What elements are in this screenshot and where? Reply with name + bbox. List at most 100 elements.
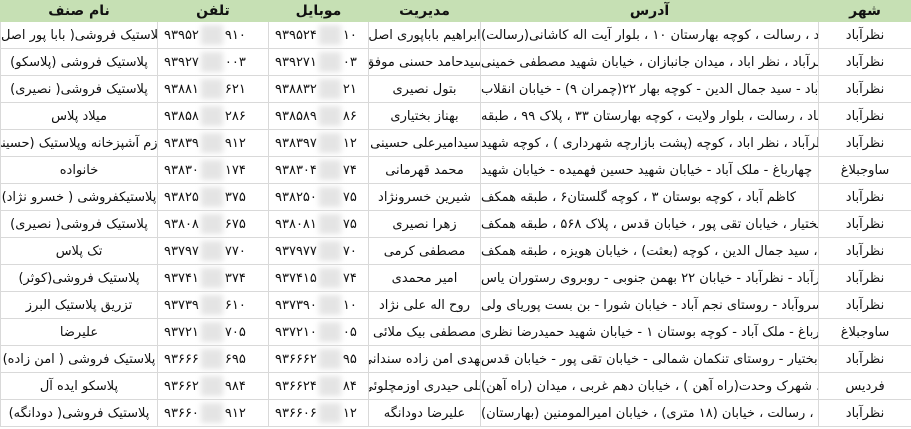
- cell-address[interactable]: فردیس ، شهرک وحدت(راه آهن ) ، خیابان دهم…: [480, 372, 819, 400]
- header-mobile[interactable]: موبایل: [268, 0, 369, 22]
- cell-guild[interactable]: لوازم آشپزخانه وپلاستیک (حسینی): [0, 129, 158, 157]
- header-guild[interactable]: نام صنف: [0, 0, 158, 22]
- cell-address[interactable]: نظرآباد ، رسالت ، بلوار ولایت ، کوچه بها…: [480, 102, 819, 130]
- cell-phone[interactable]: ۹۳۷۳۹ ۶۱۰: [157, 291, 269, 319]
- cell-city[interactable]: نظرآباد: [818, 210, 911, 238]
- cell-phone[interactable]: ۹۳۶۶۶ ۶۹۵: [157, 345, 269, 373]
- cell-manager[interactable]: سیدامیرعلی حسینی: [368, 129, 481, 157]
- cell-mobile[interactable]: ۹۳۶۶۰۶ ۱۲: [268, 399, 369, 427]
- cell-guild[interactable]: تزریق پلاستیک البرز: [0, 291, 158, 319]
- cell-mobile[interactable]: ۹۳۸۵۸۹ ۸۶: [268, 102, 369, 130]
- cell-mobile[interactable]: ۹۳۶۶۲۴ ۸۴: [268, 372, 369, 400]
- cell-phone[interactable]: ۹۳۹۲۷ ۰۰۳: [157, 48, 269, 76]
- cell-address[interactable]: نظرآباد - نظرآباد - خیابان ۲۲ بهمن جنوبی…: [480, 264, 819, 292]
- cell-manager[interactable]: امیر محمدی: [368, 264, 481, 292]
- cell-mobile[interactable]: ۹۳۹۲۷۱ ۰۳: [268, 48, 369, 76]
- cell-guild[interactable]: پلاستیکفروشی ( خسرو نژاد): [0, 183, 158, 211]
- cell-address[interactable]: نظرآباد ، سید جمال الدین ، کوچه (بعثت) ،…: [480, 237, 819, 265]
- cell-phone[interactable]: ۹۳۸۳۰ ۱۷۴: [157, 156, 269, 184]
- cell-city[interactable]: نظرآباد: [818, 345, 911, 373]
- cell-phone[interactable]: ۹۳۸۰۸ ۶۷۵: [157, 210, 269, 238]
- cell-city[interactable]: ساوجبلاغ: [818, 156, 911, 184]
- mobile-end: ۷۴: [342, 270, 357, 286]
- cell-address[interactable]: چهارباغ - ملک آباد - خیابان شهید حسین فه…: [480, 156, 819, 184]
- cell-guild[interactable]: تک پلاس: [0, 237, 158, 265]
- cell-phone[interactable]: ۹۳۸۸۱ ۶۲۱: [157, 75, 269, 103]
- cell-mobile[interactable]: ۹۳۸۸۳۲ ۲۱: [268, 75, 369, 103]
- cell-manager[interactable]: علی حیدری اوزمچلوئی: [368, 372, 481, 400]
- cell-city[interactable]: نظرآباد: [818, 183, 911, 211]
- cell-mobile[interactable]: ۹۳۶۶۶۲ ۹۵: [268, 345, 369, 373]
- cell-mobile[interactable]: ۹۳۸۳۹۷ ۱۲: [268, 129, 369, 157]
- cell-city[interactable]: نظرآباد: [818, 102, 911, 130]
- cell-city[interactable]: نظرآباد: [818, 21, 911, 49]
- cell-mobile[interactable]: ۹۳۷۲۱۰ ۰۵: [268, 318, 369, 346]
- cell-city[interactable]: نظرآباد: [818, 75, 911, 103]
- header-manager[interactable]: مدیریت: [368, 0, 481, 22]
- cell-phone[interactable]: ۹۳۹۵۲ ۹۱۰: [157, 21, 269, 49]
- cell-city[interactable]: نظرآباد: [818, 399, 911, 427]
- header-address[interactable]: آدرس: [480, 0, 819, 22]
- cell-city[interactable]: نظرآباد: [818, 291, 911, 319]
- cell-phone[interactable]: ۹۳۸۳۹ ۹۱۲: [157, 129, 269, 157]
- cell-guild[interactable]: پلاستیک فروشی(کوثر): [0, 264, 158, 292]
- cell-address[interactable]: نظرآباد ، رسالت ، کوچه بهارستان ۱۰ ، بلو…: [480, 21, 819, 49]
- cell-phone[interactable]: ۹۳۶۶۰ ۹۱۲: [157, 399, 269, 427]
- cell-guild[interactable]: خانواده: [0, 156, 158, 184]
- cell-guild[interactable]: پلاستیک فروشی (پلاسکو): [0, 48, 158, 76]
- cell-manager[interactable]: بهناز بختیاری: [368, 102, 481, 130]
- header-phone[interactable]: تلفن: [157, 0, 269, 22]
- cell-manager[interactable]: علیرضا دودانگه: [368, 399, 481, 427]
- cell-manager[interactable]: روح اله علی نژاد: [368, 291, 481, 319]
- cell-address[interactable]: بختیار - روستای تنکمان شمالی - خیابان تق…: [480, 345, 819, 373]
- cell-guild[interactable]: پلاستیک فروشی( نصیری): [0, 210, 158, 238]
- mobile-end: ۰۳: [342, 54, 357, 70]
- cell-city[interactable]: فردیس: [818, 372, 911, 400]
- cell-address[interactable]: نظرآباد - سید جمال الدین - کوچه بهار ۲۲(…: [480, 75, 819, 103]
- cell-manager[interactable]: سیدحامد حسنی موفق: [368, 48, 481, 76]
- cell-guild[interactable]: پلاسکو ایده آل: [0, 372, 158, 400]
- cell-city[interactable]: نظرآباد: [818, 237, 911, 265]
- address-text: چهارباغ - ملک آباد - خیابان شهید حسین فه…: [481, 162, 813, 178]
- cell-address[interactable]: نظرآباد ، رسالت ، خیابان (۱۸ متری) ، خیا…: [480, 399, 819, 427]
- cell-phone[interactable]: ۹۳۷۲۱ ۷۰۵: [157, 318, 269, 346]
- cell-mobile[interactable]: ۹۳۹۵۲۴ ۱۰: [268, 21, 369, 49]
- cell-city[interactable]: نظرآباد: [818, 129, 911, 157]
- cell-mobile[interactable]: ۹۳۸۲۵۰ ۷۵: [268, 183, 369, 211]
- cell-address[interactable]: بختیار ، خیابان تقی پور ، خیابان قدس ، پ…: [480, 210, 819, 238]
- cell-manager[interactable]: ابراهیم باباپوری اصل: [368, 21, 481, 49]
- cell-manager[interactable]: محمد قهرمانی: [368, 156, 481, 184]
- cell-manager[interactable]: زهرا نصیری: [368, 210, 481, 238]
- cell-address[interactable]: خسروآباد - روستای نجم آباد - خیابان شورا…: [480, 291, 819, 319]
- cell-mobile[interactable]: ۹۳۷۹۷۷ ۷۰: [268, 237, 369, 265]
- cell-manager[interactable]: شیرین خسرونژاد: [368, 183, 481, 211]
- cell-mobile[interactable]: ۹۳۷۴۱۵ ۷۴: [268, 264, 369, 292]
- cell-city[interactable]: ساوجبلاغ: [818, 318, 911, 346]
- cell-guild[interactable]: پلاستیک فروشی( دودانگه): [0, 399, 158, 427]
- cell-guild[interactable]: پلاستیک فروشی( نصیری): [0, 75, 158, 103]
- cell-manager[interactable]: مصطفی کرمی: [368, 237, 481, 265]
- cell-manager[interactable]: مهدی امن زاده سندانی: [368, 345, 481, 373]
- cell-phone[interactable]: ۹۳۶۶۲ ۹۸۴: [157, 372, 269, 400]
- cell-mobile[interactable]: ۹۳۷۳۹۰ ۱۰: [268, 291, 369, 319]
- cell-city[interactable]: نظرآباد: [818, 264, 911, 292]
- cell-mobile[interactable]: ۹۳۸۳۰۴ ۷۴: [268, 156, 369, 184]
- cell-guild[interactable]: پلاستیک فروشی ( امن زاده): [0, 345, 158, 373]
- cell-phone[interactable]: ۹۳۸۲۵ ۳۷۵: [157, 183, 269, 211]
- cell-address[interactable]: نظرآباد ، نظر اباد ، کوچه (پشت بازارچه ش…: [480, 129, 819, 157]
- cell-guild[interactable]: میلاد پلاس: [0, 102, 158, 130]
- cell-address[interactable]: کاظم آباد ، کوچه بوستان ۳ ، کوچه گلستان۶…: [480, 183, 819, 211]
- cell-phone[interactable]: ۹۳۸۵۸ ۲۸۶: [157, 102, 269, 130]
- mobile-start: ۹۳۸۳۹۷: [275, 135, 317, 151]
- header-city[interactable]: شهر: [818, 0, 911, 22]
- cell-manager[interactable]: مصطفی بیک ملائی: [368, 318, 481, 346]
- cell-city[interactable]: نظرآباد: [818, 48, 911, 76]
- cell-guild[interactable]: پلاستیک فروشی( بابا پور اصل): [0, 21, 158, 49]
- cell-manager[interactable]: بتول نصیری: [368, 75, 481, 103]
- cell-address[interactable]: نظرآباد ، نظر اباد ، میدان جانبازان ، خی…: [480, 48, 819, 76]
- cell-guild[interactable]: علیرضا: [0, 318, 158, 346]
- cell-phone[interactable]: ۹۳۷۹۷ ۷۷۰: [157, 237, 269, 265]
- cell-mobile[interactable]: ۹۳۸۰۸۱ ۷۵: [268, 210, 369, 238]
- cell-phone[interactable]: ۹۳۷۴۱ ۳۷۴: [157, 264, 269, 292]
- cell-address[interactable]: چهارباغ - ملک آباد - کوچه بوستان ۱ - خیا…: [480, 318, 819, 346]
